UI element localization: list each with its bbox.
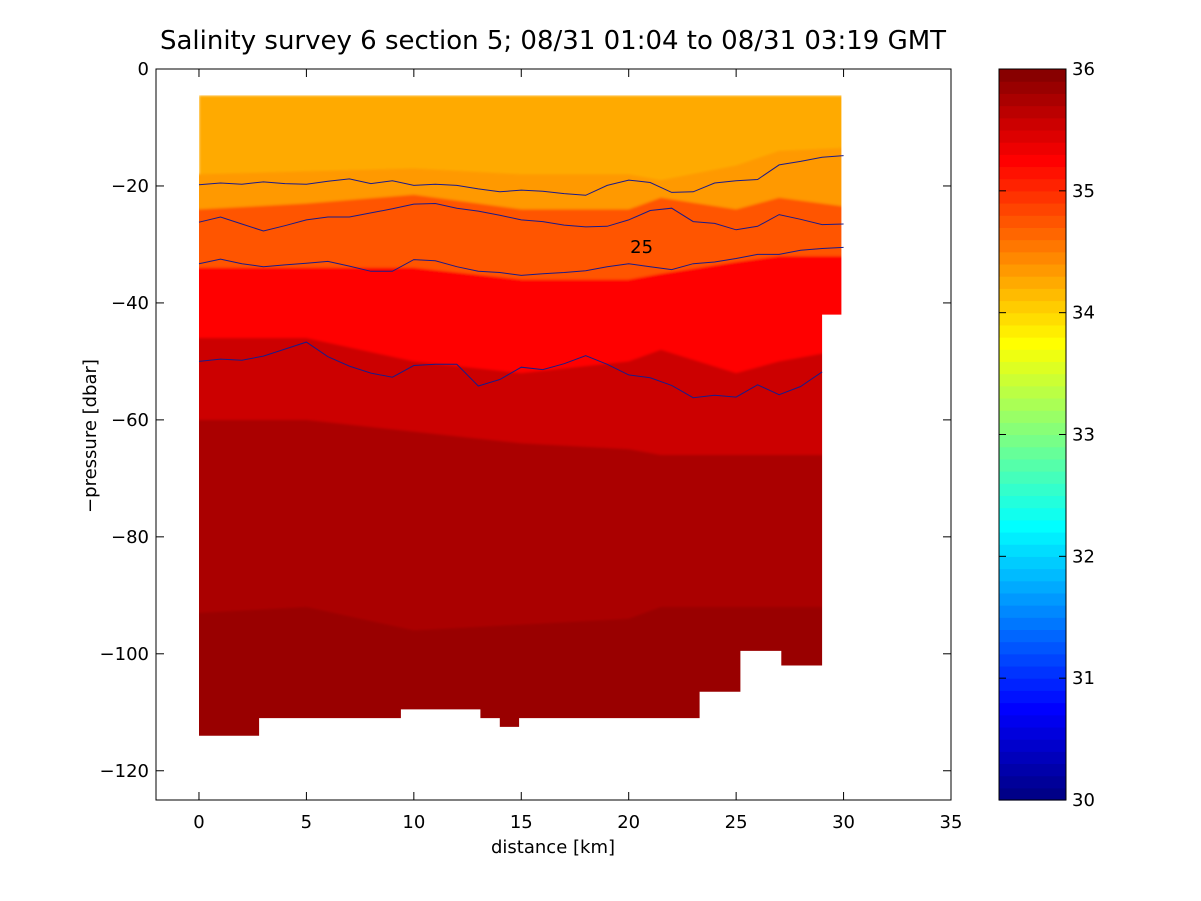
- colorbar-segment: [999, 507, 1066, 521]
- colorbar-tick-label: 35: [1072, 181, 1095, 202]
- colorbar-segment: [999, 190, 1066, 204]
- colorbar: [998, 68, 1067, 801]
- colorbar-segment: [999, 775, 1066, 789]
- colorbar-segment: [999, 641, 1066, 655]
- contour-line: [198, 246, 844, 276]
- y-tick-label: −60: [111, 410, 149, 431]
- colorbar-segment: [999, 483, 1066, 497]
- x-tick-label: 5: [301, 812, 312, 833]
- colorbar-segment: [999, 629, 1066, 643]
- x-axis-label: distance [km]: [491, 837, 615, 858]
- colorbar-segment: [999, 361, 1066, 375]
- y-axis-ticks: 0 −20 −40 −60 −80 −100 −120: [100, 59, 951, 782]
- y-tick-label: −100: [100, 644, 149, 665]
- colorbar-segment: [999, 215, 1066, 228]
- colorbar-segment: [999, 690, 1066, 704]
- colorbar-tick-label: 36: [1072, 59, 1095, 80]
- contour-line: [198, 155, 844, 196]
- x-tick-label: 30: [832, 812, 855, 833]
- colorbar-segment: [999, 385, 1066, 399]
- contour-lines: [198, 155, 844, 399]
- colorbar-segment: [999, 239, 1066, 253]
- colorbar-segment: [999, 739, 1066, 752]
- colorbar-segment: [999, 251, 1066, 265]
- colorbar-segment: [999, 93, 1066, 107]
- y-tick-label: −80: [111, 527, 149, 548]
- x-axis-ticks: 0 5 10 15 20 25 30 35: [193, 69, 962, 833]
- colorbar-segment: [999, 446, 1066, 460]
- colorbar-segment: [999, 617, 1066, 631]
- colorbar-segment: [999, 726, 1066, 740]
- colorbar-segment: [999, 434, 1066, 448]
- x-tick-label: 25: [725, 812, 748, 833]
- colorbar-segment: [999, 471, 1066, 484]
- colorbar-segment: [999, 397, 1066, 411]
- colorbar-segment: [999, 665, 1066, 679]
- colorbar-segment: [999, 263, 1066, 277]
- colorbar-segment: [999, 142, 1066, 155]
- chart-title: Salinity survey 6 section 5; 08/31 01:04…: [160, 26, 946, 56]
- colorbar-segment: [999, 410, 1066, 423]
- colorbar-segment: [999, 568, 1066, 582]
- colorbar-segment: [999, 288, 1066, 302]
- colorbar-segment: [999, 373, 1066, 387]
- colorbar-segment: [999, 763, 1066, 777]
- salinity-band: [199, 607, 842, 736]
- x-tick-label: 35: [940, 812, 963, 833]
- colorbar-tick-label: 31: [1072, 668, 1095, 689]
- colorbar-tick-label: 32: [1072, 546, 1095, 567]
- colorbar-segment: [999, 69, 1066, 82]
- contour-label: 25: [630, 237, 653, 258]
- colorbar-segment: [999, 605, 1066, 618]
- colorbar-segment: [999, 714, 1066, 728]
- plot-area-frame: [155, 68, 952, 801]
- colorbar-segment: [999, 105, 1066, 119]
- colorbar-segment: [999, 300, 1066, 314]
- colorbar-segment: [999, 592, 1066, 606]
- colorbar-segment: [999, 349, 1066, 362]
- colorbar-tick-label: 34: [1072, 303, 1095, 324]
- colorbar-ticks: 30 31 32 33 34 35 36: [999, 59, 1095, 811]
- colorbar-segment: [999, 458, 1066, 472]
- colorbar-segment: [999, 751, 1066, 765]
- colorbar-segment: [999, 787, 1066, 801]
- colorbar-segment: [999, 276, 1066, 289]
- colorbar-segment: [999, 129, 1066, 143]
- y-tick-label: 0: [138, 59, 149, 80]
- colorbar-segment: [999, 203, 1066, 216]
- colorbar-segment: [999, 227, 1066, 241]
- colorbar-segment: [999, 166, 1066, 180]
- colorbar-segment: [999, 519, 1066, 533]
- colorbar-segment: [999, 81, 1066, 94]
- colorbar-segment: [999, 422, 1066, 436]
- colorbar-segment: [999, 531, 1066, 545]
- colorbar-segment: [999, 495, 1066, 509]
- y-axis-label: −pressure [dbar]: [80, 359, 101, 513]
- colorbar-segment: [999, 653, 1066, 667]
- colorbar-segment: [999, 678, 1066, 691]
- colorbar-segment: [999, 154, 1066, 168]
- colorbar-segment: [999, 178, 1066, 192]
- x-tick-label: 10: [402, 812, 425, 833]
- y-tick-label: −40: [111, 293, 149, 314]
- x-tick-label: 20: [617, 812, 640, 833]
- colorbar-segment: [999, 702, 1066, 716]
- contour-line: [198, 202, 844, 232]
- y-tick-label: −120: [100, 761, 149, 782]
- colorbar-tick-label: 33: [1072, 425, 1095, 446]
- colorbar-segment: [999, 337, 1066, 350]
- colorbar-segment: [999, 324, 1066, 338]
- colorbar-tick-label: 30: [1072, 790, 1095, 811]
- colorbar-segment: [999, 544, 1066, 557]
- colorbar-segment: [999, 312, 1066, 326]
- contour-line: [198, 341, 823, 399]
- y-tick-label: −20: [111, 176, 149, 197]
- x-tick-label: 0: [193, 812, 204, 833]
- colorbar-segment: [999, 556, 1066, 570]
- colorbar-segment: [999, 117, 1066, 131]
- colorbar-segment: [999, 580, 1066, 594]
- x-tick-label: 15: [510, 812, 533, 833]
